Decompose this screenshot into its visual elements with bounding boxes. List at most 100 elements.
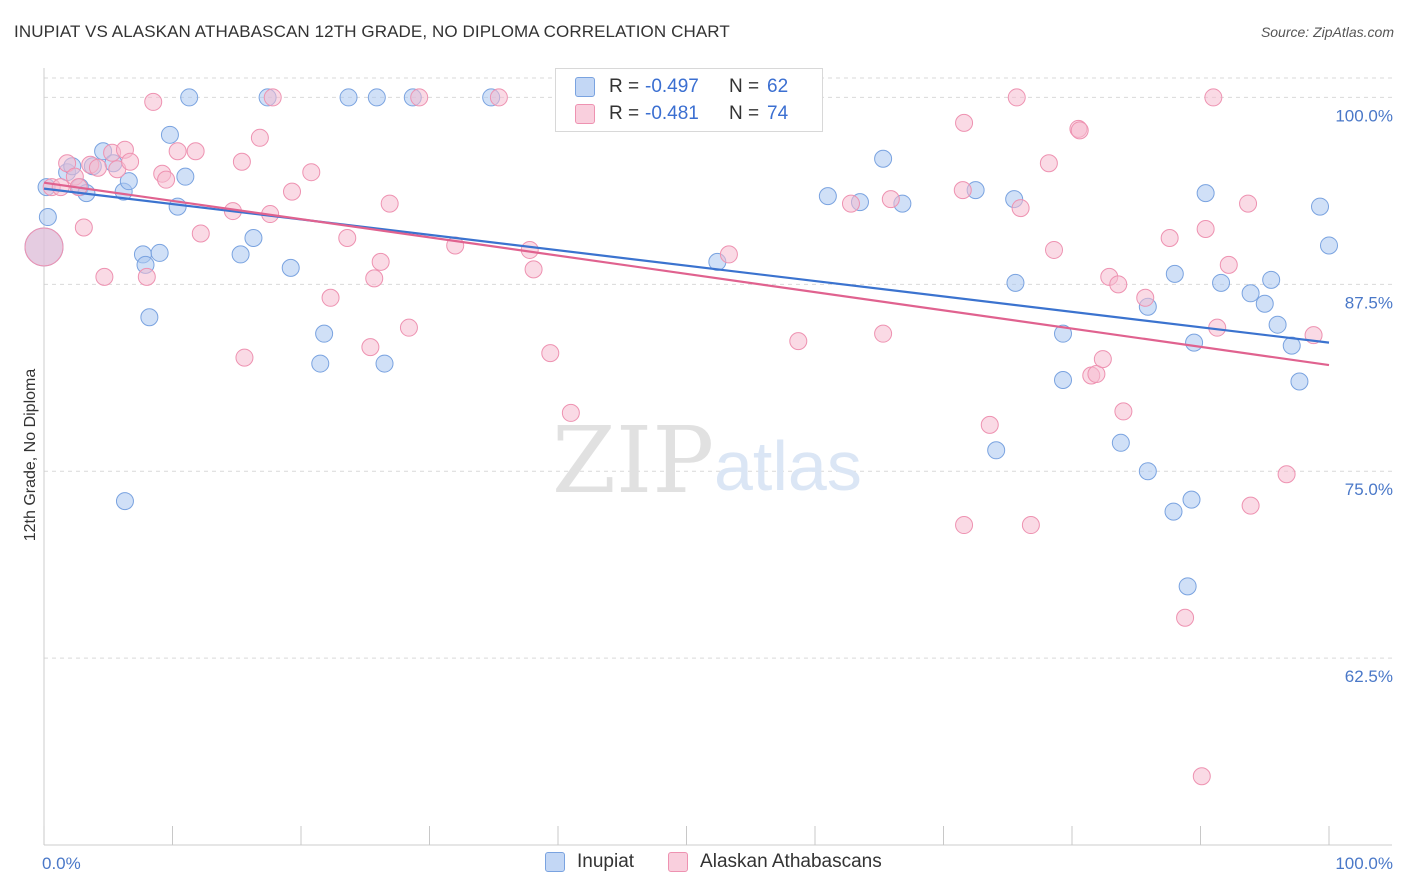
athabascan-trend-line [43, 181, 1330, 367]
y-tick-label: 62.5% [1345, 667, 1393, 686]
athabascan-point [95, 267, 114, 286]
x-tick-label-max: 100.0% [1335, 854, 1393, 873]
watermark-atlas: atlas [714, 427, 862, 505]
watermark-zip: ZIP [552, 407, 714, 514]
athabascan-point [1277, 465, 1296, 484]
inupiat-point [1320, 236, 1338, 255]
athabascan-point [953, 181, 972, 200]
inupiat-point [1212, 273, 1231, 292]
athabascan-point [841, 194, 860, 213]
inupiat-point [281, 258, 300, 277]
inupiat-point [339, 88, 358, 107]
inupiat-point [1165, 264, 1184, 283]
athabascan-point [321, 288, 340, 307]
r-label: R = [609, 103, 640, 124]
data-points [24, 88, 1338, 786]
inupiat-point [160, 125, 179, 144]
athabascan-point [1192, 767, 1211, 786]
athabascan-point [235, 348, 254, 367]
inupiat-point [1054, 371, 1073, 390]
r-label: R = [609, 76, 640, 97]
inupiat-point [1255, 294, 1274, 313]
athabascan-point [399, 318, 418, 337]
athabascan-point [1070, 121, 1089, 140]
athabascan-point [338, 228, 357, 247]
inupiat-point [1268, 315, 1287, 334]
athabascan-point [263, 88, 282, 107]
inupiat-point [375, 354, 394, 373]
athabascan-point [186, 142, 205, 161]
athabascan-point [410, 88, 429, 107]
athabascan-point [137, 267, 156, 286]
athabascan-point [74, 218, 93, 237]
x-tick-label-min: 0.0% [42, 854, 81, 873]
inupiat-point [176, 167, 195, 186]
athabascan-point [1176, 608, 1195, 627]
inupiat-point [1111, 433, 1130, 452]
athabascan-point [24, 227, 64, 267]
y-axis-label: 12th Grade, No Diploma [22, 369, 39, 542]
athabascan-point [561, 403, 580, 422]
athabascan-legend-swatch [668, 852, 689, 872]
inupiat-point [140, 308, 159, 327]
athabascan-point [1136, 288, 1155, 307]
inupiat-point [38, 208, 57, 227]
inupiat-legend-label: Inupiat [577, 851, 635, 872]
y-tick-label: 100.0% [1335, 106, 1393, 125]
inupiat-point [115, 492, 134, 511]
athabascan-point [302, 163, 321, 182]
athabascan-point [144, 92, 163, 111]
athabascan-point [283, 182, 302, 201]
athabascan-point [1087, 365, 1106, 384]
inupiat-point [180, 88, 199, 107]
inupiat-point [987, 441, 1006, 460]
athabascan-point [1160, 228, 1179, 247]
inupiat-point [367, 88, 386, 107]
athabascan-point [980, 415, 999, 434]
athabascan-point [719, 245, 738, 264]
athabascan-point [541, 344, 560, 363]
athabascan-point [168, 142, 187, 161]
athabascan-point [524, 260, 543, 279]
inupiat-point [311, 354, 330, 373]
athabascan-point [121, 152, 140, 171]
athabascan-point [1114, 402, 1133, 421]
chart-title: INUPIAT VS ALASKAN ATHABASCAN 12TH GRADE… [14, 22, 730, 41]
inupiat-point [231, 245, 250, 264]
athabascan-point [489, 88, 508, 107]
inupiat-legend-swatch [545, 852, 565, 872]
athabascan-point [1109, 275, 1128, 294]
athabascan-point [789, 332, 808, 351]
athabascan-legend-label: Alaskan Athabascans [700, 851, 882, 872]
inupiat-point [1196, 184, 1215, 203]
inupiat-point [874, 149, 893, 168]
athabascan-point [1007, 88, 1026, 107]
inupiat-swatch [575, 77, 595, 97]
correlation-legend: R = -0.497 N = 62 R = -0.481 N = 74 [555, 68, 823, 132]
inupiat-point [1164, 502, 1183, 521]
inupiat-point [315, 324, 334, 343]
athabascan-point [157, 170, 176, 189]
athabascan-point [361, 338, 380, 357]
inupiat-point [244, 228, 263, 247]
athabascan-point [1045, 240, 1064, 259]
inupiat-point [818, 187, 837, 206]
inupiat-point [1185, 333, 1204, 352]
athabascan-point [1196, 220, 1215, 239]
athabascan-point [1219, 255, 1238, 274]
watermark: ZIP atlas [552, 407, 862, 514]
athabascan-point [365, 269, 384, 288]
athabascan-point [1011, 199, 1030, 218]
inupiat-point [1178, 577, 1197, 596]
r-value: -0.497 [645, 76, 699, 97]
x-tick-marks [43, 826, 1330, 845]
legend-row-athabascan: R = -0.481 N = 74 [556, 100, 788, 128]
y-tick-labels: 100.0% 87.5% 75.0% 62.5% [1335, 106, 1393, 686]
n-label: N = [729, 103, 760, 124]
y-tick-label: 75.0% [1345, 480, 1393, 499]
inupiat-point [1262, 270, 1281, 289]
athabascan-point [51, 178, 70, 197]
inupiat-point [1182, 490, 1201, 509]
inupiat-trend-line [43, 187, 1330, 344]
